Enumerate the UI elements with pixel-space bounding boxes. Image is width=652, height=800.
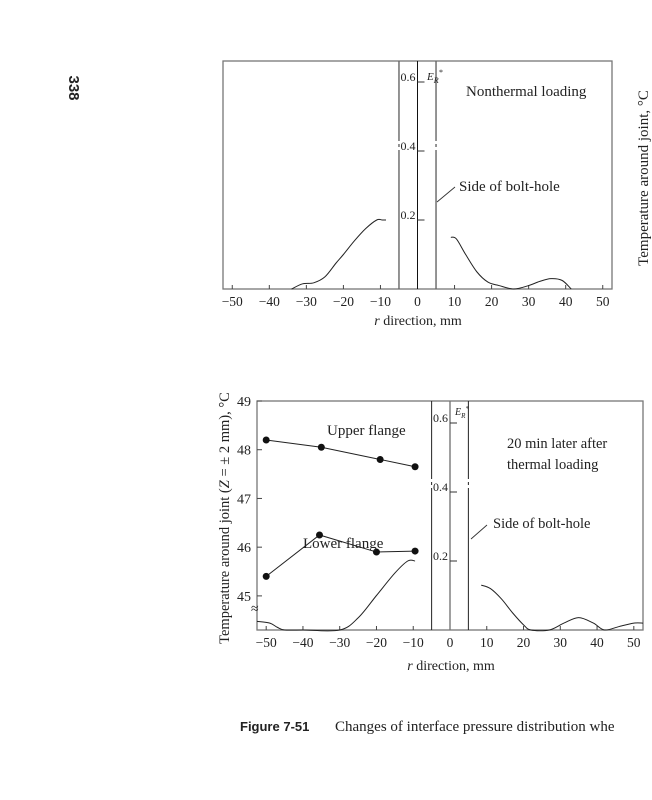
data-point [262,572,270,580]
e-r-tick-label: 0.4 [401,139,416,153]
x-tick-label: −40 [292,635,313,650]
x-tick-label: 50 [627,635,641,650]
chart2-annotation-leader [470,524,488,540]
x-tick-label: −20 [366,635,387,650]
figure-label: Figure 7-51 [240,719,309,734]
chart2-bolt-hole-annotation: Side of bolt-hole [493,516,590,532]
chart1-title: Nonthermal loading [466,84,587,100]
x-tick-label: −10 [370,294,391,309]
chart1-x-axis-title: r direction, mm [374,314,462,329]
y-tick-label: 49 [237,395,251,410]
legend-upper-flange: Upper flange [327,423,406,439]
chart-nonthermal-loading: −50 −40 −30 −20 −10 0 10 20 30 40 50 0.2 0.4 0.6 [222,60,613,309]
data-point [317,443,325,451]
series-line-lower-flange [265,534,416,577]
data-point [262,436,270,444]
chart1-y-axis-title: ER* [426,68,443,85]
x-tick-label: −40 [259,294,280,309]
x-tick-label: 30 [554,635,568,650]
chart2-title-line2: thermal loading [507,457,598,473]
data-point [372,548,380,556]
x-tick-label: 10 [480,635,494,650]
chart2-title-line1: 20 min later after [507,436,607,452]
x-tick-label: 10 [448,294,462,309]
x-tick-label: 20 [485,294,499,309]
y-tick-label: 48 [237,444,251,459]
x-tick-label: −30 [329,635,350,650]
e-r-tick-label: 0.4 [433,480,448,494]
data-point [411,547,419,555]
e-r-tick-label: 0.6 [401,70,416,84]
x-tick-label: −50 [256,635,277,650]
e-r-tick-label: 0.2 [401,208,416,222]
x-tick-label: 40 [559,294,573,309]
e-r-curve [256,559,416,632]
x-tick-label: −30 [296,294,317,309]
x-tick-label: 50 [596,294,610,309]
chart2-y-axis-title: Temperature around joint (Z = ± 2 mm), °… [217,392,233,644]
x-tick-label: 40 [590,635,604,650]
series-line-upper-flange [266,439,416,468]
figure-caption: Changes of interface pressure distributi… [335,719,615,735]
x-tick-label: 0 [447,635,454,650]
data-point [376,455,384,463]
page-number: 338 [65,75,82,100]
y-tick-label: 47 [237,492,251,507]
e-r-curve [450,236,572,290]
e-r-curve [291,218,387,290]
x-tick-label: 30 [522,294,536,309]
x-tick-label: −20 [333,294,354,309]
x-tick-label: 0 [414,294,421,309]
e-r-tick-label: 0.6 [433,411,448,425]
chart2-y2-axis-title: ER* [454,405,469,420]
axis-break-icon: ≈ [251,602,259,617]
x-tick-label: −50 [222,294,243,309]
y-tick-label: 46 [237,541,251,556]
data-point [411,463,419,471]
legend-lower-flange: Lower flange [303,536,384,552]
x-tick-label: −10 [403,635,424,650]
chart1-annotation-leader [436,186,456,203]
data-point [315,531,323,539]
chart-after-thermal-loading: −50 −40 −30 −20 −10 0 10 20 30 40 50 0.2 0.4 0.6 45 46 4… [237,395,644,650]
y-tick-label: 45 [237,590,251,605]
x-tick-label: 20 [517,635,531,650]
chart2-x-axis-title: r direction, mm [407,659,495,674]
e-r-curve [481,584,644,632]
right-axis-label: Temperature around joint, °C [636,90,652,266]
e-r-tick-label: 0.2 [433,549,448,563]
chart1-bolt-hole-annotation: Side of bolt-hole [459,179,560,195]
